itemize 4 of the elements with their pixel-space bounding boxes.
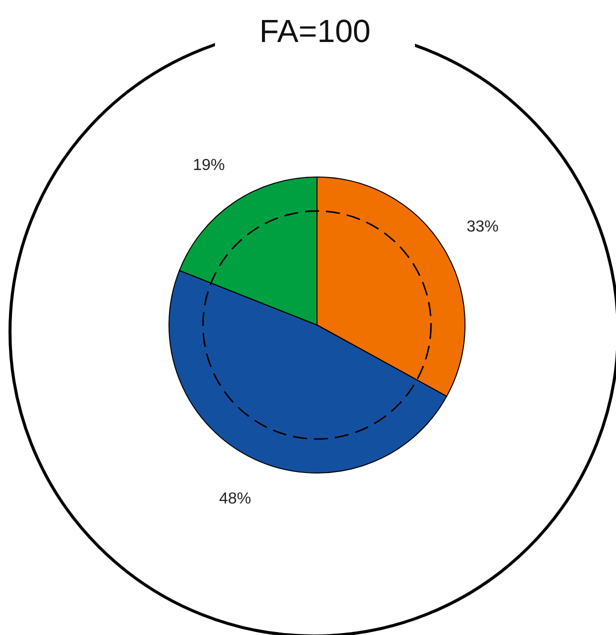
chart-title: FA=100	[259, 13, 371, 49]
data-label: 48%	[219, 490, 252, 508]
data-label: 33%	[466, 218, 499, 236]
data-label: 19%	[192, 157, 225, 174]
